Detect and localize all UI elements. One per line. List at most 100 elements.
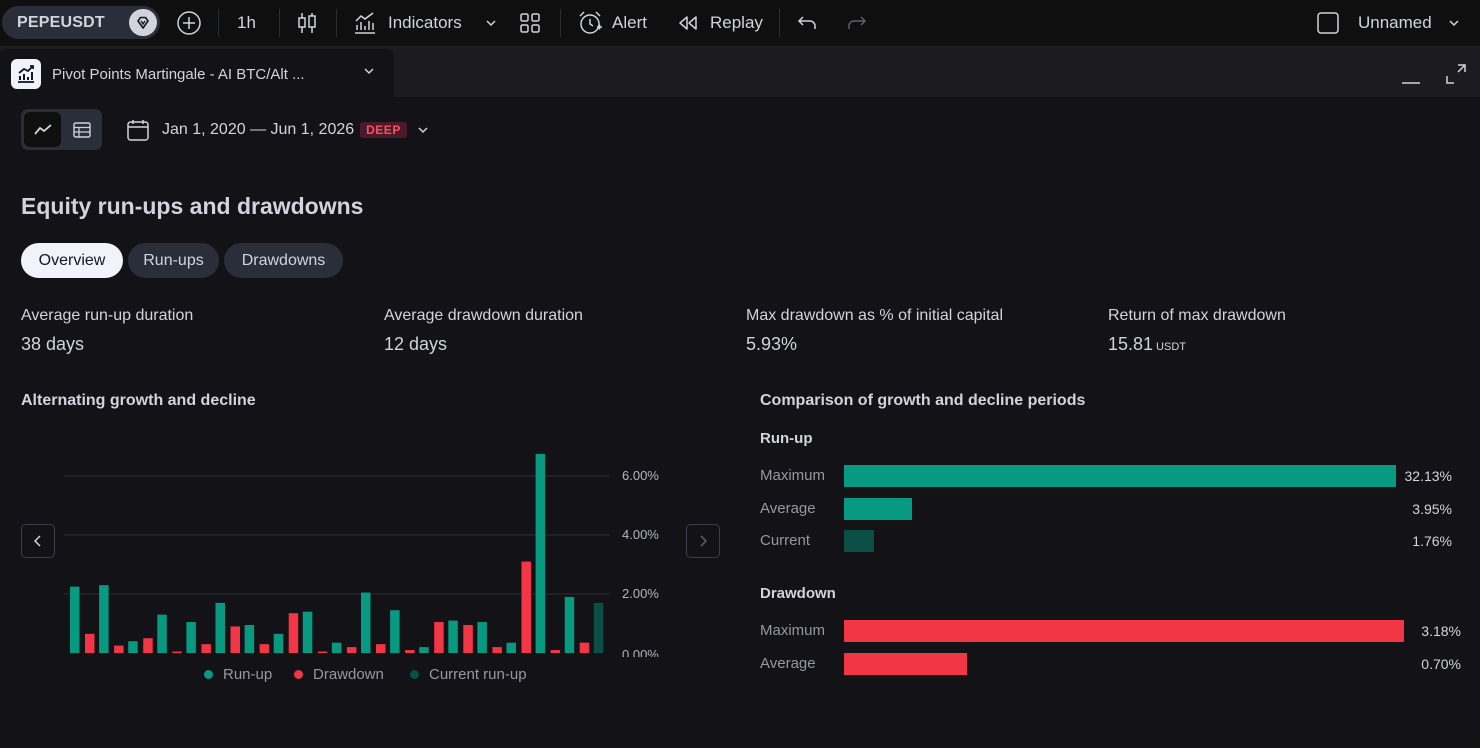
interval-button[interactable]: 1h [237, 0, 256, 46]
runup-bar[interactable] [215, 602, 226, 653]
line-chart-icon [33, 123, 52, 135]
date-range-selector[interactable]: Jan 1, 2020 — Jun 1, 2026 DEEP [126, 117, 430, 143]
legend-drawdown: Drawdown [294, 666, 384, 683]
runup-bar[interactable] [506, 642, 517, 653]
chevron-down-icon[interactable] [362, 64, 376, 78]
runup-bar[interactable] [477, 622, 487, 653]
stat-label: Return of max drawdown [1108, 307, 1286, 324]
drawdown-bar[interactable] [172, 651, 182, 653]
tab-run-ups[interactable]: Run-ups [128, 243, 219, 278]
legend-dot [294, 670, 303, 679]
chart-next-button[interactable] [686, 524, 720, 558]
stat-return-of-max-drawdown: Return of max drawdown 15.81 USDT [1108, 307, 1286, 355]
drawdown-bar[interactable] [550, 650, 561, 653]
stat-label: Max drawdown as % of initial capital [746, 307, 1004, 324]
drawdown-bar[interactable] [143, 638, 153, 653]
runup-bar[interactable] [535, 453, 546, 653]
drawdown-bar[interactable] [521, 561, 532, 653]
runup-bar[interactable] [302, 611, 313, 653]
legend-label: Run-up [223, 666, 273, 683]
stat-number: 5.93% [746, 334, 798, 354]
indicators-button[interactable]: Indicators [353, 0, 462, 46]
strategy-report-panel: Pivot Points Martingale - AI BTC/Alt ...… [0, 46, 1480, 748]
drawdown-bar[interactable] [434, 622, 444, 653]
comparison-row-label: Maximum [760, 467, 826, 484]
runup-bar[interactable] [128, 641, 138, 653]
drawdown-bar[interactable] [288, 613, 299, 653]
alert-label: Alert [612, 13, 647, 32]
drawdown-bar[interactable] [346, 647, 357, 653]
stat-unit: USDT [1156, 341, 1186, 353]
chart-type-button[interactable] [296, 0, 318, 46]
legend-label: Current run-up [429, 666, 527, 683]
drawdown-bar[interactable] [463, 624, 473, 653]
drawdown-bar[interactable] [317, 651, 328, 653]
interval-label: 1h [237, 13, 256, 32]
current-runup-bar[interactable] [593, 602, 604, 653]
templates-button[interactable] [519, 0, 541, 46]
runup-bar[interactable] [157, 614, 167, 653]
runup-bar[interactable] [390, 610, 400, 653]
stat-number: 15.81 [1108, 334, 1154, 354]
chevron-down-icon [1449, 20, 1459, 27]
symbol-search-button[interactable]: PEPEUSDT [2, 6, 160, 39]
legend-label: Drawdown [313, 666, 384, 683]
layout-button[interactable]: Unnamed [1316, 0, 1432, 46]
tab-drawdowns[interactable]: Drawdowns [224, 243, 343, 278]
runup-bar[interactable] [564, 596, 575, 653]
minimize-panel-button[interactable] [1400, 67, 1422, 87]
stat-value: 38 days [21, 334, 193, 355]
drawdown-bar[interactable] [201, 644, 211, 653]
indicators-dropdown-button[interactable] [484, 0, 498, 46]
maximize-panel-button[interactable] [1445, 63, 1467, 85]
runup-bar[interactable] [244, 624, 255, 653]
view-toggle [21, 109, 102, 150]
drawdown-bar[interactable] [114, 645, 124, 653]
runup-bar[interactable] [186, 622, 196, 653]
undo-button[interactable] [797, 0, 819, 46]
table-view-button[interactable] [64, 112, 99, 147]
deep-badge: DEEP [360, 122, 407, 138]
drawdown-bar[interactable] [85, 633, 95, 653]
stat-max-drawdown-percent: Max drawdown as % of initial capital 5.9… [746, 307, 1003, 355]
replay-label: Replay [710, 13, 763, 32]
grid-icon [520, 13, 540, 33]
comparison-value: 3.95% [1412, 501, 1452, 517]
comparison-bar [844, 653, 968, 675]
layout-dropdown-button[interactable] [1447, 0, 1461, 46]
runup-bar[interactable] [70, 586, 80, 653]
runup-bar[interactable] [99, 585, 109, 653]
toolbar-divider [336, 9, 337, 37]
chart-prev-button[interactable] [21, 524, 55, 558]
drawdown-bar[interactable] [376, 644, 386, 653]
add-symbol-button[interactable] [176, 0, 202, 46]
drawdown-bar[interactable] [230, 626, 241, 653]
stat-number: 12 days [384, 334, 448, 354]
runup-bar[interactable] [273, 633, 284, 653]
chart-view-button[interactable] [24, 112, 61, 147]
runup-bar[interactable] [419, 647, 429, 653]
diamond-icon[interactable] [129, 9, 157, 36]
y-tick-label: 6.00% [622, 468, 659, 483]
chevron-down-icon [486, 20, 496, 27]
comparison-bar [844, 530, 875, 552]
stat-value: 15.81 USDT [1108, 334, 1286, 355]
drawdown-bar[interactable] [259, 644, 270, 653]
drawdown-bar[interactable] [579, 642, 590, 653]
strategy-tab[interactable]: Pivot Points Martingale - AI BTC/Alt ... [0, 49, 394, 99]
redo-button[interactable] [845, 0, 867, 46]
drawdown-bar[interactable] [492, 647, 502, 653]
replay-button[interactable]: Replay [677, 0, 763, 46]
toolbar-divider [560, 9, 561, 37]
runup-bar[interactable] [331, 642, 342, 653]
drawdown-bar[interactable] [405, 650, 415, 653]
runup-bar[interactable] [361, 592, 371, 653]
section-title: Equity run-ups and drawdowns [21, 193, 364, 219]
calendar-icon [127, 120, 149, 141]
runup-bar[interactable] [448, 620, 458, 653]
date-range-label: Jan 1, 2020 — Jun 1, 2026 [162, 121, 355, 138]
tab-overview[interactable]: Overview [21, 243, 123, 278]
stat-average-drawdown-duration: Average drawdown duration 12 days [384, 307, 583, 355]
alert-button[interactable]: Alert [577, 0, 647, 46]
comparison-bar [844, 620, 1404, 642]
